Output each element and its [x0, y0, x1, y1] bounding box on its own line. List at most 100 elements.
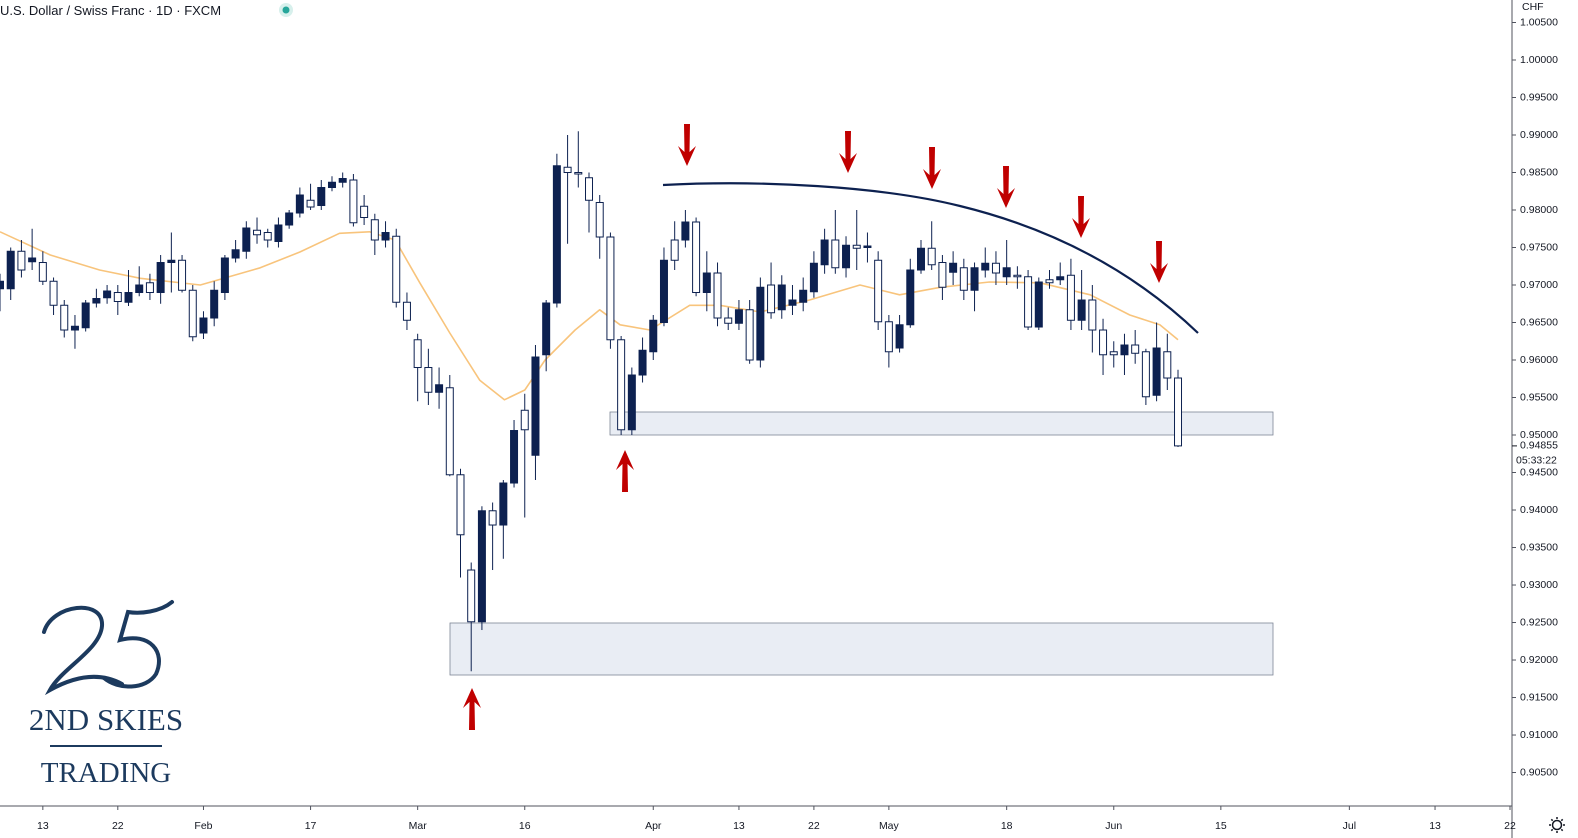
y-tick-label: 0.93500	[1520, 541, 1558, 553]
candle-body	[338, 178, 347, 183]
y-tick-label: 0.96000	[1520, 354, 1558, 366]
x-tick-label: 22	[1504, 820, 1516, 832]
x-tick-label: Jun	[1105, 820, 1122, 832]
candle-body	[713, 272, 722, 319]
candle-body	[1088, 299, 1097, 331]
candle-body	[1174, 377, 1183, 447]
candle-body	[638, 349, 647, 376]
candle-body	[167, 259, 176, 264]
candle-body	[210, 289, 219, 319]
y-tick-label: 0.90500	[1520, 766, 1558, 778]
y-tick-label: 0.95500	[1520, 391, 1558, 403]
x-tick-label: 18	[1001, 820, 1013, 832]
candle-body	[124, 292, 133, 303]
candle-body	[0, 280, 4, 290]
down-arrow	[839, 131, 857, 173]
candle-body	[413, 339, 422, 369]
down-arrow	[923, 147, 941, 189]
y-tick-label: 0.99500	[1520, 91, 1558, 103]
up-arrow	[616, 450, 634, 492]
candle-body	[692, 221, 701, 294]
last-price-label: 0.94855	[1520, 440, 1558, 452]
x-tick-label: Apr	[645, 820, 662, 832]
down-arrow	[1072, 196, 1090, 238]
candle-body	[188, 289, 197, 338]
up-arrow	[463, 688, 481, 730]
moving-average	[0, 231, 1179, 401]
candle-body	[585, 177, 594, 201]
y-tick-label: 0.97000	[1520, 279, 1558, 291]
candle-body	[306, 199, 315, 208]
candle-body	[788, 299, 797, 306]
last-price-bg	[1513, 437, 1578, 468]
x-tick-label: 22	[112, 820, 124, 832]
candle-body	[274, 224, 283, 243]
candle-body	[1120, 344, 1129, 356]
candle-body	[927, 247, 936, 266]
candle-body	[1056, 276, 1065, 281]
candle-body	[17, 250, 26, 271]
candle-body	[220, 257, 229, 294]
candle-body	[435, 384, 444, 393]
candle-body	[253, 229, 262, 236]
x-tick-label: 13	[733, 820, 745, 832]
candle-body	[959, 267, 968, 291]
candle-body	[370, 219, 379, 241]
y-tick-label: 0.94000	[1520, 504, 1558, 516]
x-tick-label: Feb	[194, 820, 212, 832]
candle-body	[1141, 351, 1150, 398]
x-tick-label: 13	[1429, 820, 1441, 832]
candle-body	[360, 205, 369, 219]
candle-body	[884, 321, 893, 353]
candle-body	[135, 284, 144, 294]
logo-text: TRADING	[41, 757, 172, 789]
candle-body	[563, 166, 572, 174]
candle-body	[1024, 276, 1033, 328]
candle-body	[852, 244, 861, 249]
settings-icon[interactable]	[1549, 817, 1565, 833]
candle-body	[681, 221, 690, 241]
y-tick-label: 0.94500	[1520, 466, 1558, 478]
candle-body	[981, 262, 990, 271]
candle-body	[456, 474, 465, 536]
y-tick-label: 1.00000	[1520, 54, 1558, 66]
axes: 0.90500 0.91000 0.91500 0.92000 0.92500 0.930…	[37, 16, 1578, 832]
y-tick-label: 0.97500	[1520, 241, 1558, 253]
candle-body	[938, 262, 947, 288]
candle-body	[467, 569, 476, 623]
candle-body	[242, 227, 251, 252]
header-bg	[0, 0, 300, 22]
down-arrow	[678, 124, 696, 166]
countdown: 05:33:22	[1516, 455, 1557, 467]
candle-body	[916, 247, 925, 271]
candle-body	[1163, 351, 1172, 379]
candle-body	[595, 202, 604, 238]
y-tick-label: 0.98500	[1520, 166, 1558, 178]
candle-body	[574, 172, 583, 175]
candle-body	[60, 304, 69, 331]
time-axis-bg	[0, 806, 1512, 838]
plot-area	[0, 131, 1183, 672]
candle-body	[767, 284, 776, 314]
candle-body	[799, 289, 808, 303]
candle-body	[724, 317, 733, 324]
candle-body	[81, 302, 90, 329]
logo: 2ND SKIES TRADING	[29, 600, 183, 789]
candle-body	[831, 239, 840, 269]
candle-body	[70, 325, 79, 331]
candle-body	[863, 245, 872, 249]
candle-body	[510, 430, 519, 484]
y-tick-label: 1.00500	[1520, 16, 1558, 28]
price-axis-bg	[1512, 0, 1578, 838]
candle-body	[1131, 344, 1140, 354]
candle-body	[499, 482, 508, 526]
y-tick-label: 0.92000	[1520, 654, 1558, 666]
candle-body	[145, 282, 154, 294]
down-arrow	[997, 166, 1015, 208]
candle-body	[1152, 347, 1161, 396]
candle-body	[809, 262, 818, 293]
candle-body	[424, 367, 433, 393]
y-tick-label: 0.98000	[1520, 204, 1558, 216]
resistance-curve	[662, 182, 1199, 334]
candle-body	[295, 194, 304, 214]
